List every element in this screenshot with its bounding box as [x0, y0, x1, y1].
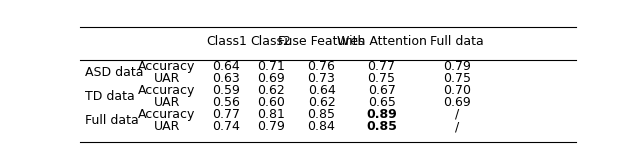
Text: ASD data: ASD data — [85, 66, 143, 79]
Text: Full data: Full data — [430, 35, 484, 48]
Text: Fuse Features: Fuse Features — [278, 35, 365, 48]
Text: 0.79: 0.79 — [257, 120, 285, 133]
Text: UAR: UAR — [154, 72, 180, 85]
Text: 0.85: 0.85 — [366, 120, 397, 133]
Text: 0.59: 0.59 — [212, 84, 240, 97]
Text: 0.67: 0.67 — [367, 84, 396, 97]
Text: 0.69: 0.69 — [257, 72, 285, 85]
Text: 0.69: 0.69 — [443, 96, 471, 109]
Text: 0.74: 0.74 — [212, 120, 240, 133]
Text: Full data: Full data — [85, 114, 139, 127]
Text: /: / — [455, 120, 459, 133]
Text: Accuracy: Accuracy — [138, 60, 195, 73]
Text: UAR: UAR — [154, 120, 180, 133]
Text: 0.84: 0.84 — [308, 120, 335, 133]
Text: Accuracy: Accuracy — [138, 108, 195, 121]
Text: 0.56: 0.56 — [212, 96, 240, 109]
Text: 0.60: 0.60 — [257, 96, 285, 109]
Text: /: / — [455, 108, 459, 121]
Text: Accuracy: Accuracy — [138, 84, 195, 97]
Text: 0.64: 0.64 — [308, 84, 335, 97]
Text: 0.77: 0.77 — [212, 108, 241, 121]
Text: 0.76: 0.76 — [308, 60, 335, 73]
Text: 0.71: 0.71 — [257, 60, 285, 73]
Text: 0.73: 0.73 — [308, 72, 335, 85]
Text: 0.64: 0.64 — [212, 60, 240, 73]
Text: 0.70: 0.70 — [443, 84, 471, 97]
Text: 0.62: 0.62 — [308, 96, 335, 109]
Text: UAR: UAR — [154, 96, 180, 109]
Text: With Attention: With Attention — [337, 35, 426, 48]
Text: 0.75: 0.75 — [443, 72, 471, 85]
Text: 0.62: 0.62 — [257, 84, 285, 97]
Text: 0.79: 0.79 — [443, 60, 471, 73]
Text: 0.75: 0.75 — [367, 72, 396, 85]
Text: Class2: Class2 — [250, 35, 291, 48]
Text: TD data: TD data — [85, 90, 134, 103]
Text: 0.63: 0.63 — [212, 72, 240, 85]
Text: 0.85: 0.85 — [308, 108, 335, 121]
Text: Class1: Class1 — [206, 35, 247, 48]
Text: 0.81: 0.81 — [257, 108, 285, 121]
Text: 0.65: 0.65 — [367, 96, 396, 109]
Text: 0.77: 0.77 — [367, 60, 396, 73]
Text: 0.89: 0.89 — [366, 108, 397, 121]
